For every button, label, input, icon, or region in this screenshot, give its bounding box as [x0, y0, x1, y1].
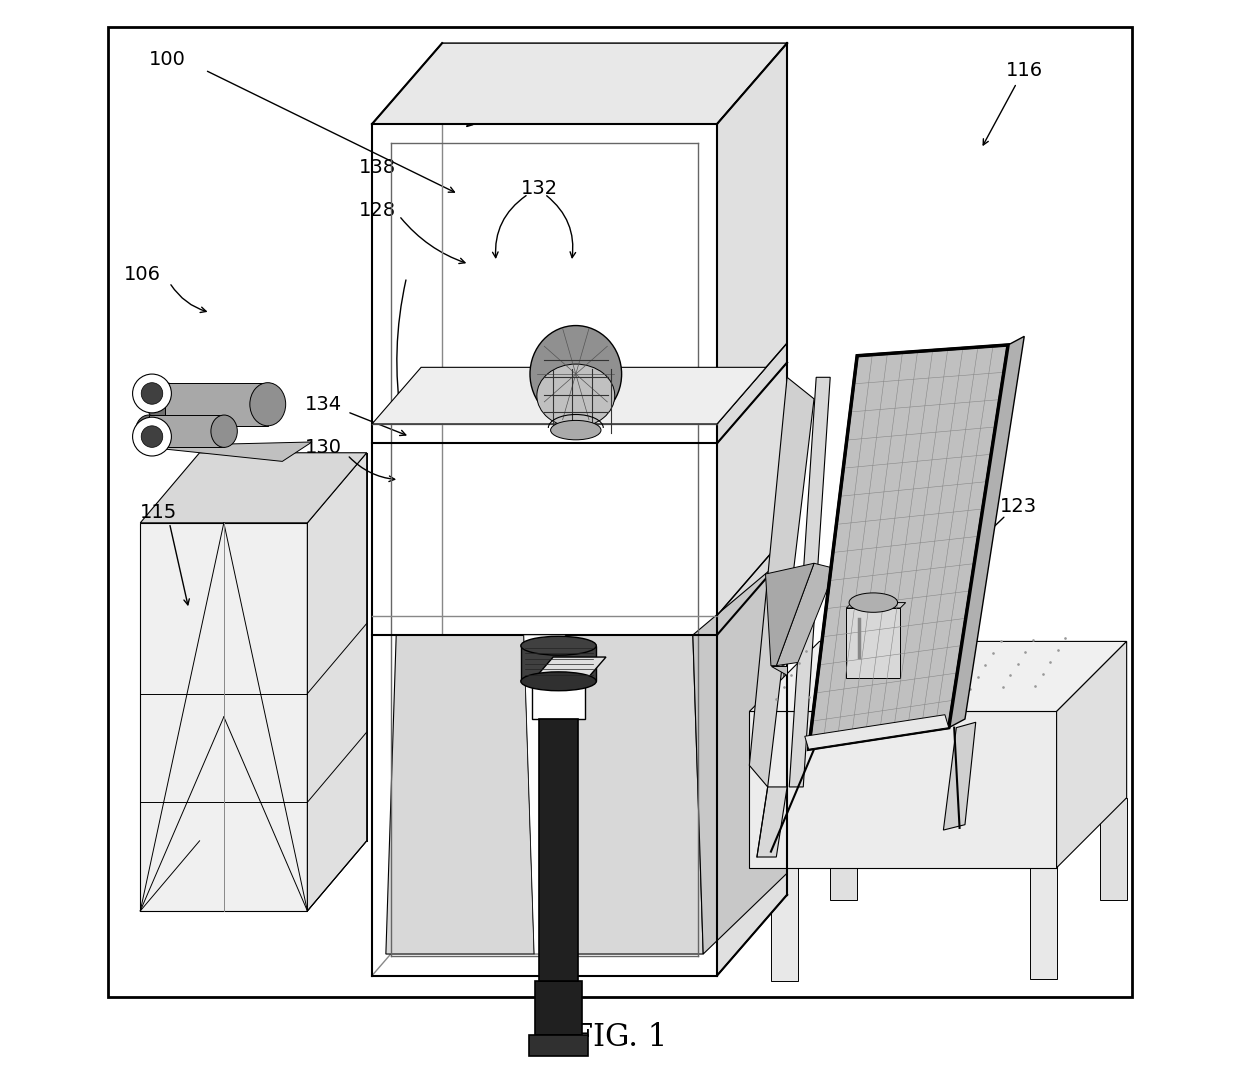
Polygon shape [749, 377, 813, 787]
Polygon shape [165, 383, 268, 426]
Text: 112: 112 [677, 50, 714, 69]
Polygon shape [308, 453, 367, 911]
Circle shape [133, 417, 171, 456]
Polygon shape [847, 608, 900, 678]
Polygon shape [140, 523, 308, 911]
Ellipse shape [551, 420, 601, 440]
Polygon shape [693, 559, 787, 954]
Ellipse shape [559, 390, 591, 403]
Polygon shape [847, 603, 905, 608]
Ellipse shape [148, 383, 184, 426]
Polygon shape [539, 719, 578, 981]
Polygon shape [944, 722, 976, 830]
Ellipse shape [849, 593, 898, 612]
Polygon shape [808, 345, 1008, 749]
Polygon shape [529, 1035, 588, 1056]
Polygon shape [386, 635, 534, 954]
Circle shape [133, 374, 171, 413]
Polygon shape [765, 564, 813, 666]
Polygon shape [805, 715, 949, 749]
Text: 100: 100 [149, 50, 186, 69]
Polygon shape [749, 641, 1127, 711]
Polygon shape [554, 635, 703, 954]
Text: 138: 138 [358, 157, 396, 177]
Polygon shape [140, 841, 367, 911]
Polygon shape [789, 377, 831, 787]
Polygon shape [1100, 798, 1127, 900]
Text: 106: 106 [124, 265, 161, 285]
Text: 123: 123 [1001, 497, 1038, 516]
Circle shape [141, 426, 162, 447]
Polygon shape [831, 792, 857, 900]
Text: 115: 115 [140, 502, 177, 522]
Polygon shape [532, 657, 606, 681]
Polygon shape [559, 397, 591, 418]
Polygon shape [949, 336, 1024, 728]
Polygon shape [771, 868, 797, 981]
Ellipse shape [135, 415, 162, 447]
Polygon shape [1029, 866, 1056, 979]
Text: 128: 128 [358, 201, 396, 220]
Text: 120: 120 [966, 362, 1003, 382]
Polygon shape [717, 343, 787, 443]
Text: 130: 130 [305, 438, 342, 457]
Polygon shape [536, 981, 582, 1035]
Polygon shape [532, 681, 585, 719]
Ellipse shape [249, 383, 285, 426]
Text: 116: 116 [1006, 60, 1043, 80]
Polygon shape [776, 564, 836, 666]
Ellipse shape [521, 636, 596, 655]
Text: 126: 126 [558, 750, 595, 770]
Text: FIG. 1: FIG. 1 [573, 1022, 667, 1052]
Polygon shape [771, 666, 787, 675]
Ellipse shape [529, 326, 621, 423]
Ellipse shape [537, 364, 615, 427]
Polygon shape [717, 535, 787, 635]
Polygon shape [140, 453, 367, 523]
Text: 122: 122 [833, 664, 870, 683]
Circle shape [141, 383, 162, 404]
Ellipse shape [211, 415, 237, 447]
Polygon shape [372, 368, 766, 424]
Polygon shape [149, 442, 312, 461]
Text: 132: 132 [521, 179, 558, 198]
Polygon shape [523, 635, 565, 954]
Polygon shape [372, 43, 787, 124]
Text: 108: 108 [526, 50, 563, 69]
Polygon shape [756, 787, 787, 857]
Polygon shape [149, 415, 224, 447]
Polygon shape [749, 711, 1056, 868]
Ellipse shape [521, 672, 596, 691]
Text: 134: 134 [305, 395, 342, 414]
Text: 110: 110 [920, 556, 956, 576]
Polygon shape [1056, 641, 1127, 868]
Polygon shape [717, 43, 787, 976]
Polygon shape [521, 646, 596, 681]
